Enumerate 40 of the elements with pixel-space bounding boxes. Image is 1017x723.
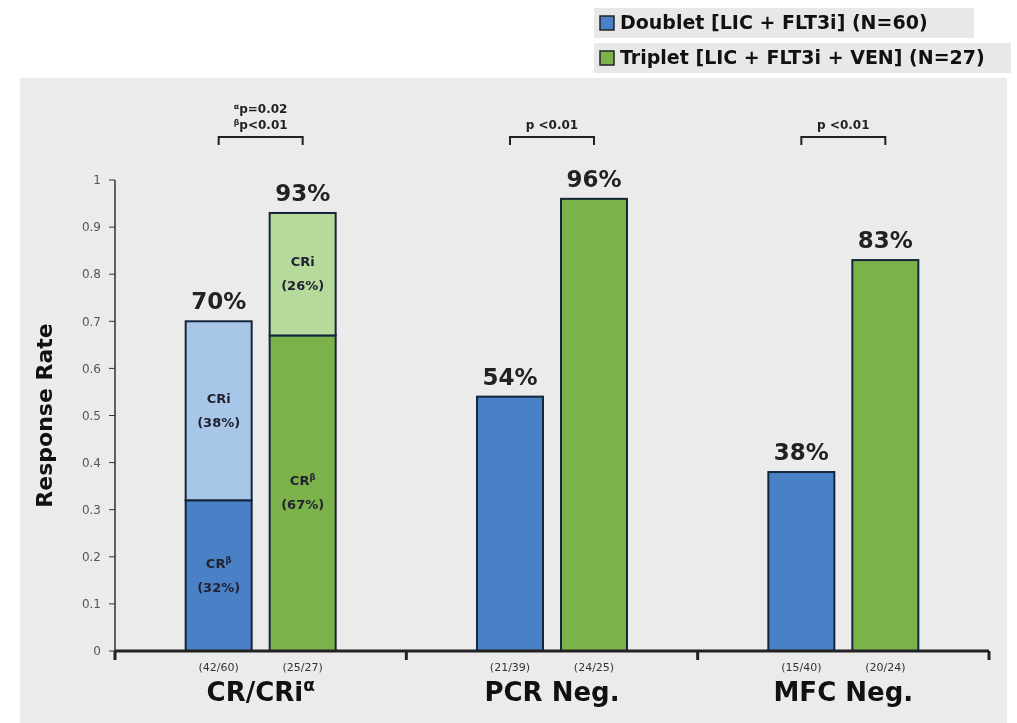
legend-label: Doublet [LIC + FLT3i] (N=60) (620, 11, 928, 33)
x-tick-label: (15/40) (781, 661, 822, 674)
text: PCR Neg. (484, 677, 620, 707)
text: MFC Neg. (773, 677, 914, 707)
text: p <0.01 (817, 118, 870, 132)
data-label: CRi (26%) (281, 254, 325, 294)
y-axis-title: Response Rate (32, 323, 57, 508)
total-label: 93% (275, 179, 331, 206)
y-tick-label: 0.8 (81, 267, 101, 282)
x-tick-label: (21/39) (489, 661, 531, 674)
total-label: 38% (773, 439, 829, 466)
x-tick-label: (42/60) (198, 661, 239, 674)
y-tick-label: 0.5 (81, 408, 101, 423)
total-label: 83% (857, 227, 913, 254)
x-tick-label: (24/25) (573, 661, 615, 674)
y-tick-label: 0.1 (81, 597, 101, 612)
total-label: 70% (191, 288, 247, 315)
y-tick-label: 0.9 (81, 220, 101, 235)
data-label: CRi (38%) (197, 390, 241, 430)
text: CR/CRi$^{α}$ (206, 675, 315, 707)
bar (851, 259, 920, 652)
bar (767, 471, 836, 652)
total-label: 54% (482, 363, 538, 390)
y-tick-label: 0.3 (81, 502, 101, 517)
text: p <0.01 (525, 118, 579, 132)
text: CR$^{β}$ (32%) (197, 554, 241, 595)
text: CR$^{β}$ (67%) (281, 472, 325, 513)
bar (476, 395, 544, 652)
legend-label: Triplet [LIC + FLT3i + VEN] (N=27) (620, 46, 985, 68)
y-tick-label: 0.6 (81, 361, 101, 376)
text: $^{α}$p=0.02 $^{β}$p<0.01 (233, 101, 288, 132)
x-tick-label: (20/24) (865, 661, 906, 674)
y-tick-label: 0.2 (81, 550, 101, 564)
y-tick-label: 0.7 (81, 314, 101, 329)
y-tick-label: 0 (93, 644, 101, 659)
total-label: 96% (566, 165, 622, 192)
x-tick-label: (25/27) (282, 661, 323, 674)
y-tick-label: 0.4 (81, 455, 101, 470)
y-tick-label: 1 (93, 173, 101, 188)
bar (560, 197, 628, 652)
